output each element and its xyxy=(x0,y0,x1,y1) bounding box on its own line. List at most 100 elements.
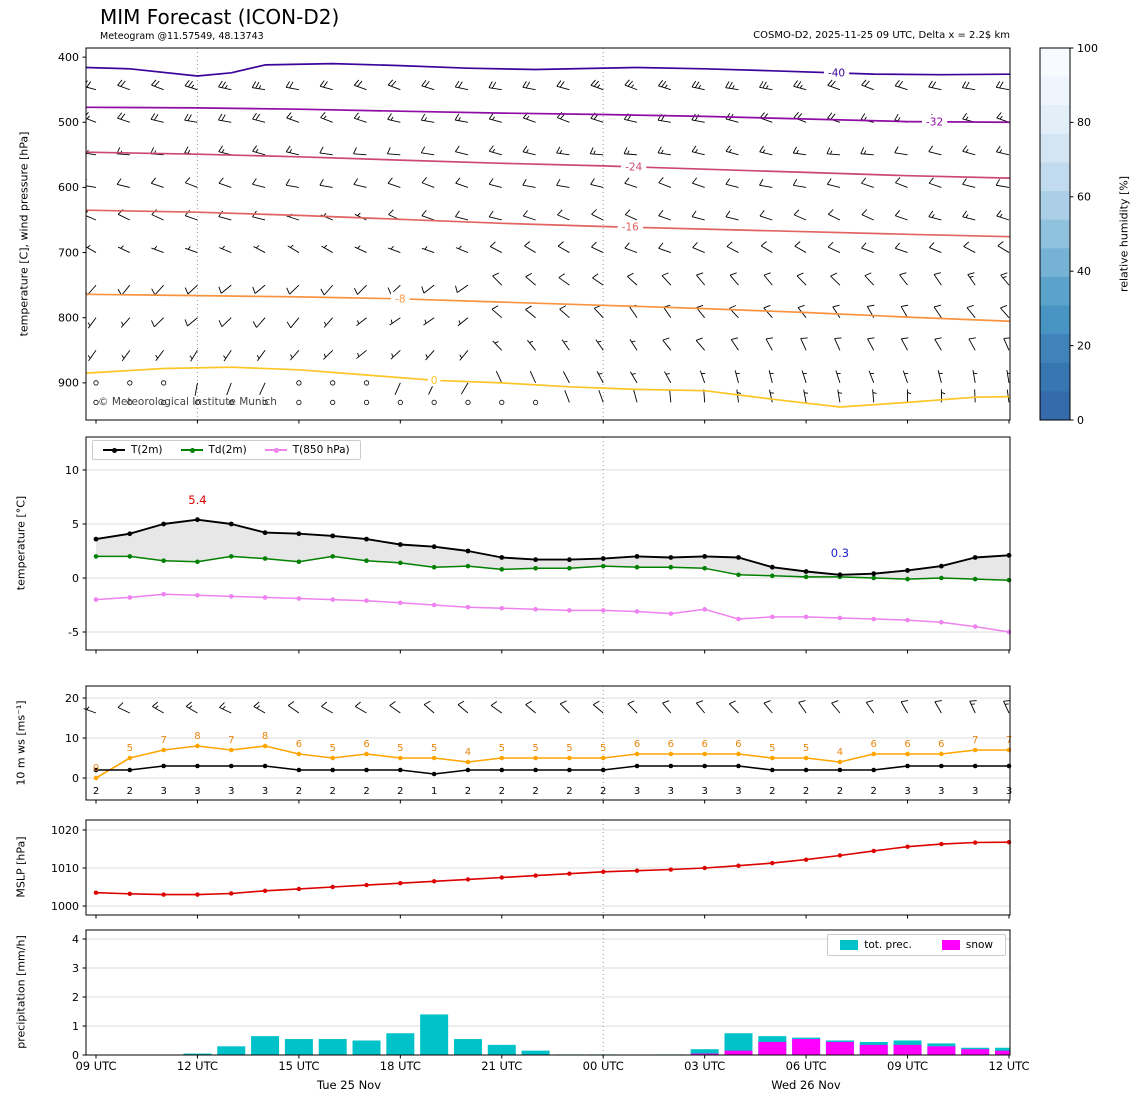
svg-text:2: 2 xyxy=(837,786,843,797)
svg-text:2: 2 xyxy=(532,786,538,797)
svg-text:7: 7 xyxy=(1006,735,1012,746)
svg-text:0: 0 xyxy=(93,763,99,774)
svg-text:5: 5 xyxy=(600,743,606,754)
svg-text:6: 6 xyxy=(735,739,741,750)
gust-line xyxy=(95,745,1009,779)
svg-text:-5: -5 xyxy=(68,626,79,639)
svg-text:100: 100 xyxy=(1077,42,1098,55)
legend-item-snow: snow xyxy=(941,939,993,951)
svg-text:2: 2 xyxy=(600,786,606,797)
svg-text:700: 700 xyxy=(58,246,79,259)
legend-marker xyxy=(189,447,195,453)
svg-text:3: 3 xyxy=(701,786,707,797)
svg-text:09 UTC: 09 UTC xyxy=(75,1059,116,1073)
svg-text:2: 2 xyxy=(397,786,403,797)
legend-swatch xyxy=(103,447,125,453)
svg-text:06 UTC: 06 UTC xyxy=(786,1059,827,1073)
svg-text:0: 0 xyxy=(72,772,79,785)
svg-text:5: 5 xyxy=(566,743,572,754)
svg-text:20: 20 xyxy=(65,692,79,705)
day-label-wed: Wed 26 Nov xyxy=(771,1078,841,1092)
upper-air-content: -40 -32 -24 -16 -8 0 xyxy=(86,62,1010,408)
svg-text:5: 5 xyxy=(397,743,403,754)
contour--8: -8 xyxy=(86,291,1010,323)
legend-label: tot. prec. xyxy=(864,939,912,951)
svg-text:0: 0 xyxy=(1077,414,1084,427)
svg-text:3: 3 xyxy=(634,786,640,797)
mslp-ylabel: MSLP [hPa] xyxy=(14,836,28,898)
legend-swatch xyxy=(840,940,859,950)
svg-text:5: 5 xyxy=(769,743,775,754)
svg-text:3: 3 xyxy=(194,786,200,797)
gust-labels: 0 5 7 8 7 8 6 5 6 5 5 4 5 5 5 5 6 6 6 6 5 5 4 6 6 6 7 7 xyxy=(93,731,1012,774)
svg-text:8: 8 xyxy=(262,731,268,742)
precip-bars xyxy=(183,1014,1010,1055)
svg-text:-16: -16 xyxy=(622,222,639,234)
legend-marker xyxy=(112,447,117,453)
svg-text:1: 1 xyxy=(431,786,437,797)
svg-text:2: 2 xyxy=(72,991,79,1004)
svg-text:900: 900 xyxy=(58,377,79,390)
precip-legend: tot. prec. snow xyxy=(827,934,1006,956)
legend-label: snow xyxy=(965,939,993,951)
svg-text:6: 6 xyxy=(668,739,674,750)
svg-text:-24: -24 xyxy=(625,161,642,173)
svg-text:3: 3 xyxy=(228,786,234,797)
svg-text:6: 6 xyxy=(701,739,707,750)
svg-text:4: 4 xyxy=(465,747,471,758)
wind-panel: 057 8 7 86 5 6 5 5 4 5 5 5 5 6 6 6 6 5 5 46 6 6 7 72 2 3 3 3 3 2 2 2 2 1 2… xyxy=(65,685,1012,804)
legend-swatch xyxy=(180,447,203,453)
legend-label: Td(2m) xyxy=(208,444,247,456)
svg-text:10: 10 xyxy=(65,464,79,477)
svg-text:12 UTC: 12 UTC xyxy=(988,1059,1029,1073)
svg-text:5: 5 xyxy=(803,743,809,754)
svg-text:800: 800 xyxy=(58,312,79,325)
svg-text:2: 2 xyxy=(93,786,99,797)
model-run-info: COSMO-D2, 2025-11-25 09 UTC, Delta x = 2… xyxy=(753,30,1010,41)
svg-text:6: 6 xyxy=(634,739,640,750)
svg-text:00 UTC: 00 UTC xyxy=(583,1059,624,1073)
contour--40: -40 xyxy=(86,62,1010,79)
svg-text:18 UTC: 18 UTC xyxy=(380,1059,421,1073)
mean-wind-labels: 2 2 3 3 3 3 2 2 2 2 1 2 2 2 2 2 3 3 3 3 2 2 2 2 3 3 3 3 xyxy=(93,786,1012,797)
svg-text:-32: -32 xyxy=(926,116,943,128)
svg-text:40: 40 xyxy=(1077,265,1091,278)
svg-text:3: 3 xyxy=(160,786,166,797)
svg-text:21 UTC: 21 UTC xyxy=(481,1059,522,1073)
svg-text:5: 5 xyxy=(127,743,133,754)
mean-wind-line xyxy=(96,765,1009,775)
svg-text:2: 2 xyxy=(465,786,471,797)
svg-text:5: 5 xyxy=(330,743,336,754)
temperature-panel: 10 5 0 -5 xyxy=(65,436,1012,654)
svg-text:6: 6 xyxy=(296,739,302,750)
temperature-ylabel: temperature [°C] xyxy=(14,495,28,591)
svg-text:2: 2 xyxy=(769,786,775,797)
svg-text:1000: 1000 xyxy=(51,900,79,913)
svg-text:6: 6 xyxy=(871,739,877,750)
svg-text:3: 3 xyxy=(72,962,79,975)
svg-text:0: 0 xyxy=(431,375,438,387)
surface-wind-barbs xyxy=(83,700,1011,714)
svg-text:6: 6 xyxy=(904,739,910,750)
svg-text:3: 3 xyxy=(904,786,910,797)
svg-text:3: 3 xyxy=(735,786,741,797)
svg-text:1020: 1020 xyxy=(51,824,79,837)
svg-text:10: 10 xyxy=(65,732,79,745)
svg-text:3: 3 xyxy=(262,786,268,797)
svg-text:5: 5 xyxy=(431,743,437,754)
svg-text:15 UTC: 15 UTC xyxy=(278,1059,319,1073)
svg-text:5: 5 xyxy=(532,743,538,754)
svg-text:3: 3 xyxy=(938,786,944,797)
svg-text:7: 7 xyxy=(160,735,166,746)
svg-text:5: 5 xyxy=(499,743,505,754)
svg-text:2: 2 xyxy=(499,786,505,797)
svg-text:400: 400 xyxy=(58,51,79,64)
t850-line xyxy=(95,593,1010,633)
svg-text:600: 600 xyxy=(58,181,79,194)
svg-text:2: 2 xyxy=(330,786,336,797)
precip-ylabel: precipitation [mm/h] xyxy=(14,935,28,1049)
legend-marker xyxy=(273,447,279,453)
wind-barb-grid xyxy=(86,79,1010,406)
